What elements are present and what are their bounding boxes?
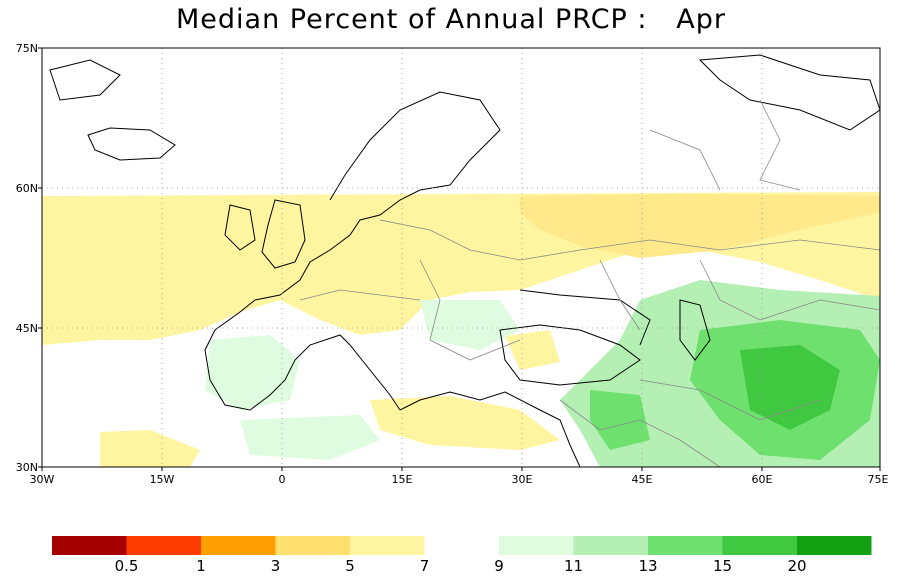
legend-swatch	[722, 536, 797, 555]
legend-label: 3	[270, 557, 281, 575]
axis-ticks	[38, 47, 881, 471]
legend-swatch	[424, 536, 499, 555]
legend-swatch	[648, 536, 723, 555]
moderate-patch-north-africa	[240, 415, 380, 460]
legend-swatch	[52, 536, 127, 555]
lat-label-75n: 75N	[15, 42, 38, 55]
legend-label: 0.5	[114, 557, 139, 575]
map-title: Median Percent of Annual PRCP : Apr	[176, 4, 726, 35]
legend-label: 9	[494, 557, 504, 575]
higher-percent-core	[740, 345, 840, 430]
low-patch-turkey	[505, 330, 560, 370]
legend-label: 1	[196, 557, 206, 575]
moderate-patch-iberia	[205, 335, 300, 410]
legend-label: 7	[419, 557, 430, 575]
lon-label-75e: 75E	[867, 473, 889, 486]
lon-label-0: 0	[278, 473, 286, 486]
moderate-patch-balkans	[420, 300, 520, 350]
low-patch-africa	[370, 396, 560, 450]
legend-swatch	[201, 536, 276, 555]
legend-swatch	[499, 536, 574, 555]
legend-swatch	[350, 536, 425, 555]
lon-label-15e: 15E	[391, 473, 413, 486]
high-patch-anatolia	[590, 390, 650, 450]
legend-label: 15	[712, 557, 733, 575]
low-patch-atlantic-sw	[100, 430, 200, 467]
borders	[299, 99, 880, 467]
lon-label-30e: 30E	[511, 473, 533, 486]
very-low-region	[520, 194, 880, 258]
lat-label-45n: 45N	[15, 322, 38, 335]
lon-label-15w: 15W	[149, 473, 175, 486]
lon-label-30w: 30W	[29, 473, 55, 486]
map-canvas	[42, 54, 880, 467]
legend-swatch	[573, 536, 648, 555]
legend-label: 5	[345, 557, 355, 575]
coastlines	[49, 54, 880, 467]
legend-swatch	[797, 536, 872, 555]
lat-label-30n: 30N	[15, 461, 38, 474]
legend-label: 20	[787, 557, 807, 575]
lon-label-45e: 45E	[631, 473, 653, 486]
legend-label: 11	[563, 557, 584, 575]
legend-swatch	[126, 536, 201, 555]
lat-label-60n: 60N	[15, 182, 38, 195]
legend-swatch	[275, 536, 350, 555]
lon-label-60e: 60E	[751, 473, 773, 486]
map-frame	[41, 47, 881, 468]
low-patch-uk	[260, 200, 330, 262]
legend-label: 13	[638, 557, 658, 575]
